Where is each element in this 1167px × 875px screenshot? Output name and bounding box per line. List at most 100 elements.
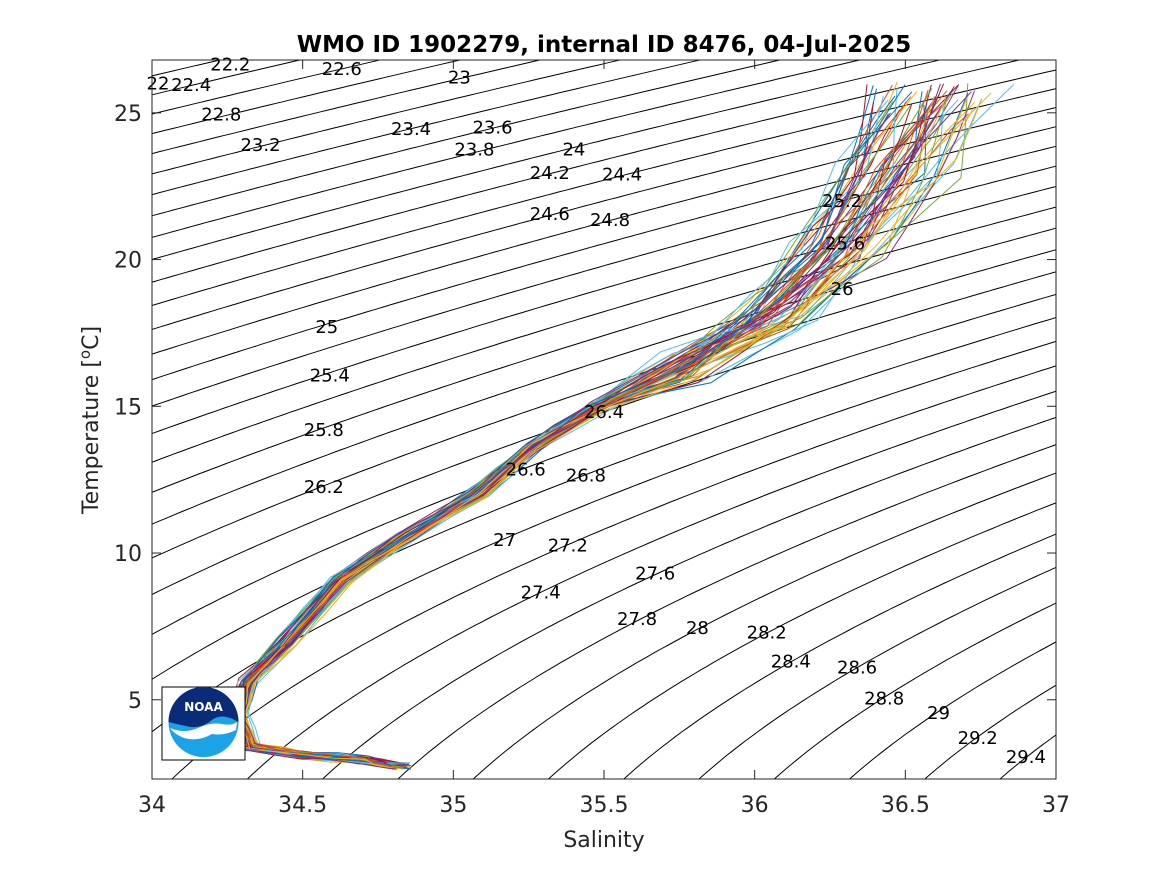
contour-label: 27.6 xyxy=(635,564,675,585)
contour-label: 24.4 xyxy=(602,165,642,186)
contour-label: 26.4 xyxy=(584,402,624,423)
density-contour-line xyxy=(152,60,383,115)
density-contour-line xyxy=(152,60,1022,283)
contour-label: 22.4 xyxy=(171,75,211,96)
density-contour-line xyxy=(152,145,1056,407)
profile-line xyxy=(232,113,889,770)
contour-label: 25.4 xyxy=(310,366,350,387)
contour-label: 23.4 xyxy=(391,119,431,140)
density-contour-line xyxy=(152,60,782,217)
contour-label: 28.8 xyxy=(864,688,904,709)
contour-label: 27 xyxy=(493,530,516,551)
density-contour-line xyxy=(152,60,463,135)
density-contour-line xyxy=(773,602,1056,779)
contour-label: 24.8 xyxy=(590,210,630,231)
x-tick-label: 35.5 xyxy=(580,793,629,818)
density-contour-line xyxy=(171,365,1056,779)
density-contour-line xyxy=(152,227,1056,525)
logo-navy-top xyxy=(168,687,239,728)
x-tick-label: 34.5 xyxy=(278,793,327,818)
density-contour-line xyxy=(698,566,1056,779)
y-tick-label: 10 xyxy=(114,542,142,567)
density-contour-line xyxy=(397,444,1056,779)
density-contour-line xyxy=(246,390,1056,779)
density-contour-line xyxy=(472,472,1056,779)
density-contour-line xyxy=(152,60,703,196)
contour-label: 29.2 xyxy=(958,728,998,749)
contour-label: 27.4 xyxy=(521,583,561,604)
contour-label: 23 xyxy=(448,68,471,89)
density-contour-line xyxy=(152,60,543,155)
density-contour-line xyxy=(152,165,1056,435)
y-tick-label: 20 xyxy=(114,249,142,274)
contour-label: 26.6 xyxy=(506,459,546,480)
x-axis: 34 34.5 35 35.5 36 36.5 37 xyxy=(138,60,1070,818)
density-contour-line xyxy=(152,60,303,96)
y-axis-label: Temperature [oC] xyxy=(76,326,104,515)
contour-label: 26.8 xyxy=(566,465,606,486)
logo-wave xyxy=(170,722,237,740)
density-contour-line xyxy=(152,317,1056,680)
contour-label: 25.2 xyxy=(822,191,862,212)
profile-line xyxy=(236,104,913,767)
contour-label: 28.2 xyxy=(747,622,787,643)
density-contour-line xyxy=(152,271,1056,596)
profile-lines xyxy=(228,81,1015,770)
density-contour-line xyxy=(152,249,1056,559)
y-tick-label: 25 xyxy=(114,102,142,127)
y-axis: 5 10 15 20 25 xyxy=(114,102,1056,714)
contour-label: 25.8 xyxy=(304,420,344,441)
contour-label: 22.6 xyxy=(322,59,362,80)
profile-line xyxy=(240,97,947,770)
contour-label: 23.2 xyxy=(240,135,280,156)
contour-label: 29 xyxy=(927,703,950,724)
noaa-logo: NOAA xyxy=(161,686,246,761)
contour-label: 25 xyxy=(315,317,338,338)
density-contour-line xyxy=(321,416,1056,779)
y-axis-label-main: Temperature [ xyxy=(79,359,104,515)
contour-label: 22.2 xyxy=(210,54,250,75)
density-contour-line xyxy=(623,533,1056,779)
density-contour-line xyxy=(547,502,1056,779)
x-tick-label: 36.5 xyxy=(881,793,930,818)
y-axis-label-end: C] xyxy=(79,326,104,350)
x-tick-label: 34 xyxy=(138,793,166,818)
density-contour-line xyxy=(152,293,1056,635)
contour-label: 27.8 xyxy=(617,609,657,630)
x-tick-label: 35 xyxy=(439,793,467,818)
density-contour-line xyxy=(848,641,1056,779)
contour-label: 28.6 xyxy=(837,658,877,679)
y-tick-label: 15 xyxy=(114,395,142,420)
contour-label: 25.6 xyxy=(825,233,865,254)
contour-label: 22 xyxy=(147,74,170,95)
density-contour-line xyxy=(152,69,1056,307)
x-axis-label: Salinity xyxy=(563,828,644,853)
contour-label: 28 xyxy=(686,618,709,639)
contour-label: 26.2 xyxy=(304,477,344,498)
density-contour-line xyxy=(152,60,942,261)
y-axis-label-sup: o xyxy=(76,350,94,359)
profile-line xyxy=(231,96,884,764)
contour-label: 23.6 xyxy=(472,118,512,139)
contour-label: 29.4 xyxy=(1006,747,1046,768)
density-contour-line xyxy=(152,206,1056,493)
density-contour-line xyxy=(152,185,1056,463)
contour-label: 24 xyxy=(562,140,585,161)
density-contours xyxy=(152,60,1056,779)
contour-label: 23.8 xyxy=(454,140,494,161)
contour-label: 28.4 xyxy=(771,652,811,673)
chart-title: WMO ID 1902279, internal ID 8476, 04-Jul… xyxy=(297,32,912,58)
contour-label: 27.2 xyxy=(548,536,588,557)
y-tick-label: 5 xyxy=(128,689,142,714)
density-contour-line xyxy=(152,60,863,238)
contour-label: 26 xyxy=(831,279,854,300)
contour-label: 24.2 xyxy=(530,163,570,184)
x-tick-label: 36 xyxy=(741,793,769,818)
logo-text: NOAA xyxy=(184,700,223,714)
x-tick-label: 37 xyxy=(1042,793,1070,818)
density-contour-line xyxy=(924,684,1056,779)
contour-label: 22.8 xyxy=(201,104,241,125)
contour-label: 24.6 xyxy=(530,204,570,225)
profile-line xyxy=(239,83,941,765)
